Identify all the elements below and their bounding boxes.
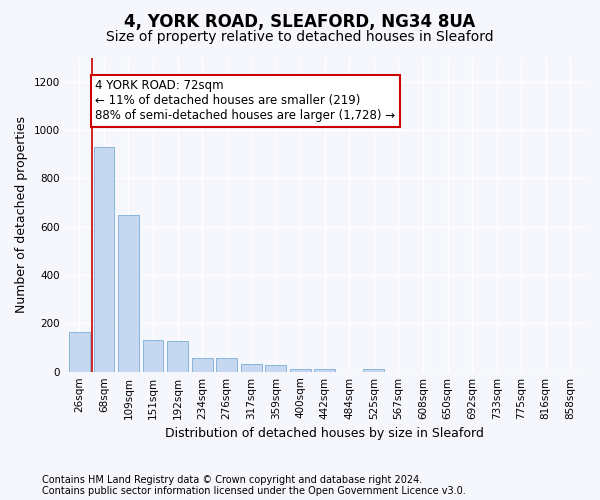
Bar [265,365,286,372]
Text: 4 YORK ROAD: 72sqm
← 11% of detached houses are smaller (219)
88% of semi-detach: 4 YORK ROAD: 72sqm ← 11% of detached hou… [95,80,395,122]
Bar [241,364,262,372]
Bar [364,368,385,372]
Text: Contains HM Land Registry data © Crown copyright and database right 2024.: Contains HM Land Registry data © Crown c… [42,475,422,485]
X-axis label: Distribution of detached houses by size in Sleaford: Distribution of detached houses by size … [166,427,484,440]
Bar [69,332,90,372]
Bar [290,369,311,372]
Text: Size of property relative to detached houses in Sleaford: Size of property relative to detached ho… [106,30,494,44]
Bar [143,340,163,372]
Y-axis label: Number of detached properties: Number of detached properties [15,116,28,313]
Bar [216,358,237,372]
Bar [167,341,188,372]
Bar [94,147,115,372]
Text: 4, YORK ROAD, SLEAFORD, NG34 8UA: 4, YORK ROAD, SLEAFORD, NG34 8UA [124,12,476,30]
Bar [314,370,335,372]
Bar [118,215,139,372]
Bar [191,358,212,372]
Text: Contains public sector information licensed under the Open Government Licence v3: Contains public sector information licen… [42,486,466,496]
